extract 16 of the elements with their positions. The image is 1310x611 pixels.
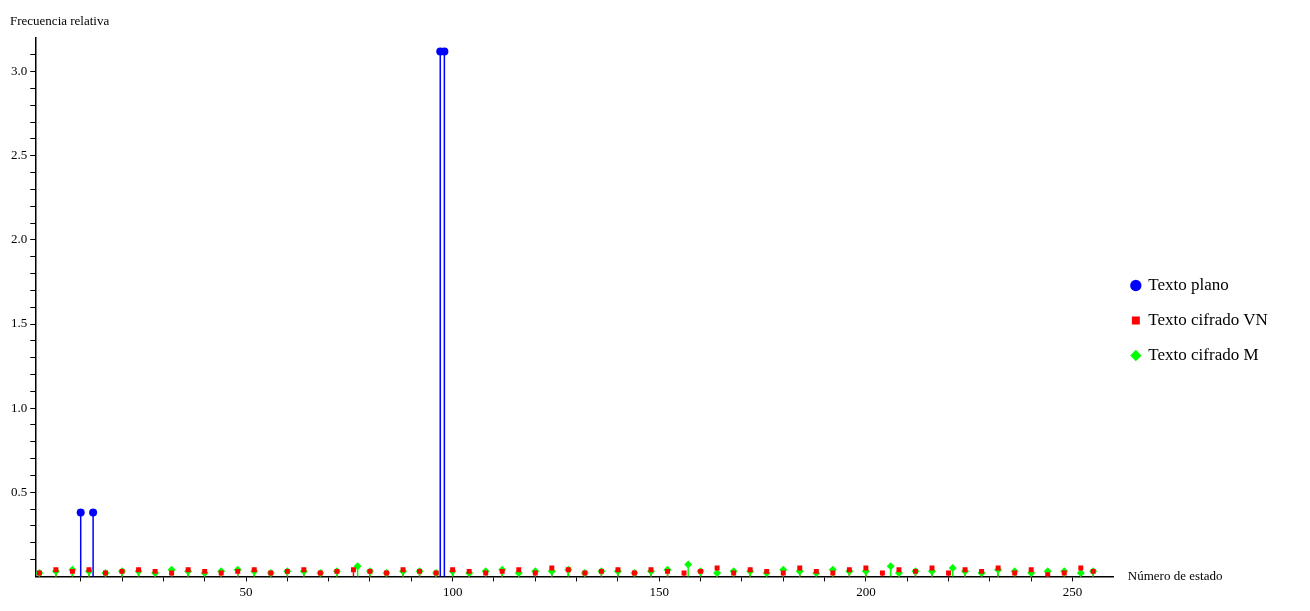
y-tick-label: 1.0	[11, 399, 28, 415]
legend-label: Texto plano	[1148, 274, 1229, 294]
y-tick-label: 2.0	[11, 231, 28, 247]
x-tick-label: 100	[442, 583, 463, 599]
y-tick-label: 3.0	[11, 63, 28, 79]
x-tick-label: 50	[239, 583, 253, 599]
x-axis-title: Número de estado	[1127, 567, 1223, 583]
legend-label: Texto cifrado VN	[1148, 309, 1268, 329]
legend-label: Texto cifrado M	[1148, 344, 1259, 364]
y-tick-label: 1.5	[11, 315, 28, 331]
y-axis-title: Frecuencia relativa	[10, 12, 110, 28]
y-tick-label: 2.5	[11, 147, 28, 163]
x-tick-label: 150	[649, 583, 670, 599]
y-tick-label: 0.5	[11, 483, 28, 499]
x-tick-label: 250	[1062, 583, 1083, 599]
x-tick-label: 200	[856, 583, 876, 599]
